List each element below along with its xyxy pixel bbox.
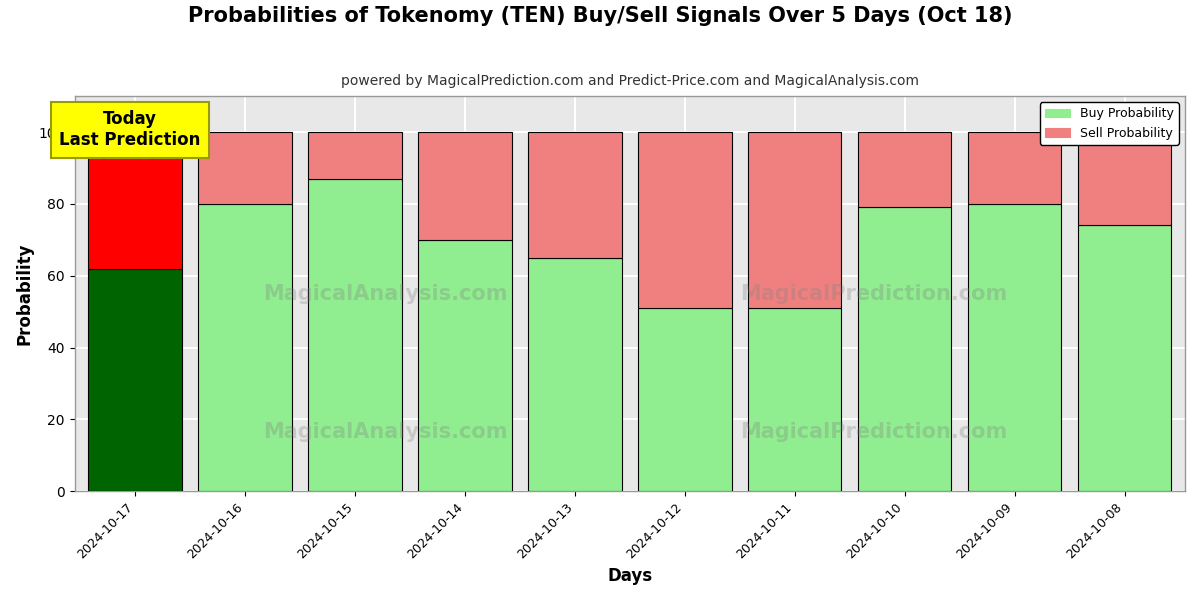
Bar: [638, 308, 732, 491]
Bar: [748, 308, 841, 491]
Bar: [308, 132, 402, 179]
Y-axis label: Probability: Probability: [16, 242, 34, 345]
Bar: [528, 258, 622, 491]
Bar: [419, 240, 511, 491]
Bar: [308, 179, 402, 491]
Bar: [89, 269, 182, 491]
Bar: [968, 204, 1061, 491]
Bar: [419, 132, 511, 240]
Text: MagicalAnalysis.com: MagicalAnalysis.com: [263, 284, 508, 304]
Title: powered by MagicalPrediction.com and Predict-Price.com and MagicalAnalysis.com: powered by MagicalPrediction.com and Pre…: [341, 74, 919, 88]
Bar: [1078, 226, 1171, 491]
Bar: [1078, 132, 1171, 226]
Bar: [89, 132, 182, 269]
Bar: [638, 132, 732, 308]
Text: MagicalPrediction.com: MagicalPrediction.com: [740, 422, 1008, 442]
Bar: [198, 204, 292, 491]
Bar: [858, 208, 952, 491]
X-axis label: Days: Days: [607, 567, 653, 585]
Text: MagicalAnalysis.com: MagicalAnalysis.com: [263, 422, 508, 442]
Bar: [858, 132, 952, 208]
Text: Probabilities of Tokenomy (TEN) Buy/Sell Signals Over 5 Days (Oct 18): Probabilities of Tokenomy (TEN) Buy/Sell…: [187, 6, 1013, 26]
Legend: Buy Probability, Sell Probability: Buy Probability, Sell Probability: [1040, 103, 1178, 145]
Text: Today
Last Prediction: Today Last Prediction: [59, 110, 200, 149]
Bar: [198, 132, 292, 204]
Bar: [968, 132, 1061, 204]
Text: MagicalPrediction.com: MagicalPrediction.com: [740, 284, 1008, 304]
Bar: [748, 132, 841, 308]
Bar: [528, 132, 622, 258]
